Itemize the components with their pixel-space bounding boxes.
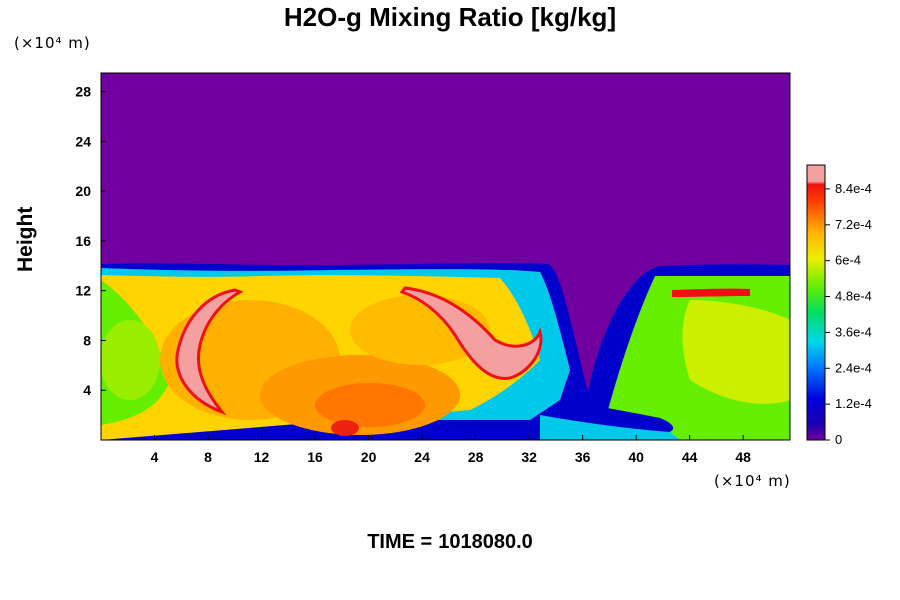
moist-green-pocket xyxy=(101,320,160,400)
time-readout: TIME = 1018080.0 xyxy=(0,531,900,554)
core-center-deep xyxy=(315,383,425,427)
x-unit-label: (×10⁴ m) xyxy=(714,472,791,490)
colorbar-tick-label: 4.8e-4 xyxy=(835,289,872,304)
colorbar-tick-label: 1.2e-4 xyxy=(835,396,872,411)
peak-ribbon-right xyxy=(399,286,543,380)
x-tick-label: 28 xyxy=(468,449,484,465)
moist-right-yellow xyxy=(682,300,790,404)
x-tick-label: 44 xyxy=(682,449,698,465)
colorbar-tick-label: 8.4e-4 xyxy=(835,181,872,196)
cyan-band-low xyxy=(540,415,680,440)
y-tick-label: 28 xyxy=(75,84,91,100)
x-tick-label: 20 xyxy=(361,449,377,465)
y-tick-label: 20 xyxy=(75,183,91,199)
plot-frame xyxy=(100,72,791,441)
colorbar-tick-label: 6e-4 xyxy=(835,253,861,268)
colorbar-tick-label: 7.2e-4 xyxy=(835,217,872,232)
x-tick-label: 32 xyxy=(521,449,537,465)
x-tick-label: 24 xyxy=(414,449,430,465)
peak-ribbon-left xyxy=(175,288,244,416)
x-tick-label: 36 xyxy=(575,449,591,465)
y-tick-label: 8 xyxy=(83,332,91,348)
colorbar-ticks: 0 1.2e-4 2.4e-4 3.6e-4 4.8e-4 6e-4 7.2e-4 8.4e-… xyxy=(825,181,872,447)
time-label: TIME = xyxy=(367,531,433,553)
colorbar xyxy=(806,164,826,441)
chart-title: H2O-g Mixing Ratio [kg/kg] xyxy=(283,2,617,32)
colorbar-tick-label: 3.6e-4 xyxy=(835,324,872,339)
colorbar-tick-label: 2.4e-4 xyxy=(835,360,872,375)
y-tick-label: 16 xyxy=(75,233,91,249)
colorbar-tick-label: 0 xyxy=(835,432,842,447)
x-tick-label: 48 xyxy=(735,449,751,465)
heatmap-field xyxy=(101,73,790,440)
core-peak xyxy=(331,420,359,436)
time-value: 1018080.0 xyxy=(438,531,533,553)
y-tick-label: 4 xyxy=(83,382,91,398)
x-tick-label: 16 xyxy=(307,449,323,465)
x-tick-label: 40 xyxy=(628,449,644,465)
y-unit-label: (×10⁴ m) xyxy=(14,34,91,52)
y-tick-label: 12 xyxy=(75,283,91,299)
dry-intrusion-low xyxy=(545,400,674,434)
x-tick-label: 12 xyxy=(254,449,270,465)
x-tick-label: 8 xyxy=(204,449,212,465)
y-tick-label: 24 xyxy=(75,133,91,149)
x-tick-label: 4 xyxy=(151,449,159,465)
peak-ribbon-top-right xyxy=(672,288,750,297)
